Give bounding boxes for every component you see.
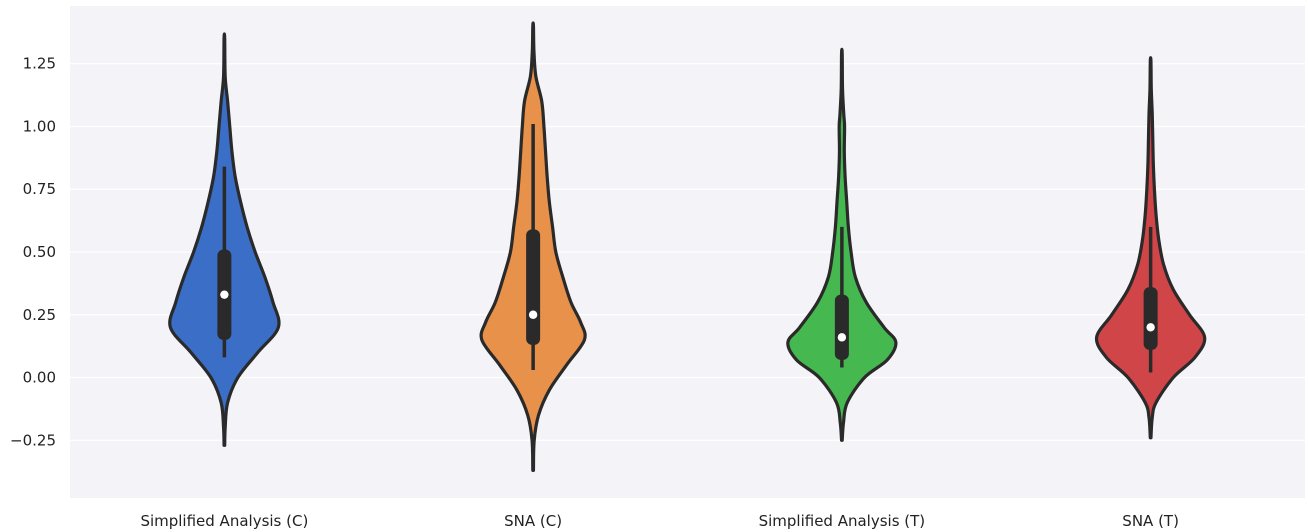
y-axis-tick-labels: −0.25 0.00 0.25 0.50 0.75 1.00 1.25 — [10, 55, 56, 450]
y-tick-label: 1.00 — [23, 117, 56, 135]
y-tick-label: 0.50 — [23, 243, 56, 261]
y-tick-label: 0.00 — [23, 369, 56, 387]
violin-group — [1094, 56, 1207, 440]
y-tick-label: −0.25 — [10, 431, 56, 449]
y-tick-label: 0.25 — [23, 306, 56, 324]
x-tick-label: Simplified Analysis (T) — [759, 512, 926, 530]
violin-median-marker — [837, 333, 847, 342]
x-axis-tick-labels: Simplified Analysis (C) SNA (C) Simplified… — [140, 512, 1179, 530]
violin-median-marker — [220, 290, 229, 299]
violin-group — [786, 47, 898, 442]
violin-iqr-box — [1143, 287, 1158, 350]
violin-iqr-box — [526, 229, 541, 345]
violins — [168, 21, 1207, 472]
x-tick-label: SNA (C) — [504, 512, 562, 530]
x-tick-label: SNA (T) — [1122, 512, 1179, 530]
violin-group — [168, 32, 281, 447]
y-tick-label: 0.75 — [23, 180, 56, 198]
x-tick-label: Simplified Analysis (C) — [140, 512, 308, 530]
violin-group — [479, 21, 587, 472]
violin-iqr-box — [834, 294, 849, 360]
violin-median-marker — [528, 310, 538, 319]
violin-median-marker — [1146, 323, 1155, 332]
y-tick-label: 1.25 — [23, 55, 56, 73]
